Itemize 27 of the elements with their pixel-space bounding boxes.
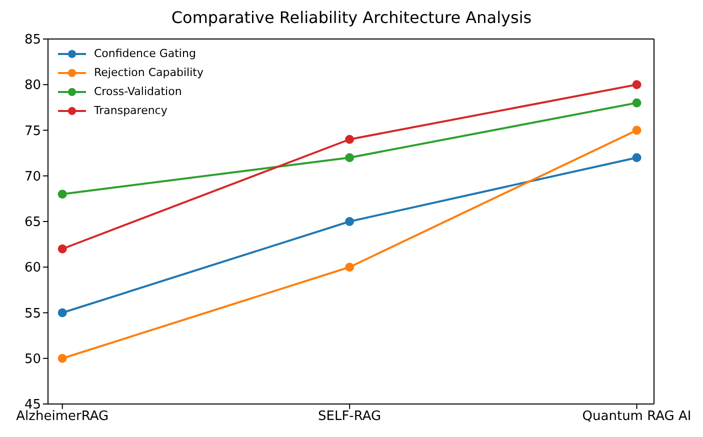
chart-title: Comparative Reliability Architecture Analysis xyxy=(170,8,533,28)
y-tick-label: 65 xyxy=(24,215,41,230)
x-tick-label: SELF-RAG xyxy=(318,409,382,424)
legend-label: Transparency xyxy=(93,103,168,119)
y-tick-label: 75 xyxy=(24,124,41,139)
point xyxy=(58,244,67,254)
point xyxy=(632,98,642,108)
point xyxy=(345,217,354,226)
point xyxy=(345,134,354,144)
point xyxy=(58,308,67,318)
point xyxy=(58,354,67,363)
y-tick-label: 85 xyxy=(24,32,41,48)
legend-label: Confidence Gating xyxy=(93,46,197,62)
y-tick-label: 50 xyxy=(24,352,41,367)
legend-label: Cross-Validation xyxy=(93,84,183,100)
y-tick-label: 55 xyxy=(24,306,41,322)
y-tick-label: 60 xyxy=(24,260,41,276)
x-tick-label: Quantum RAG AI xyxy=(582,409,692,424)
point xyxy=(58,190,67,199)
point xyxy=(632,126,642,135)
legend-label: Rejection Capability xyxy=(93,65,204,81)
point xyxy=(345,153,354,162)
y-tick-label: 70 xyxy=(24,169,41,184)
point xyxy=(345,262,354,272)
y-tick-label: 80 xyxy=(24,78,41,94)
point xyxy=(632,80,642,90)
point xyxy=(632,153,642,162)
